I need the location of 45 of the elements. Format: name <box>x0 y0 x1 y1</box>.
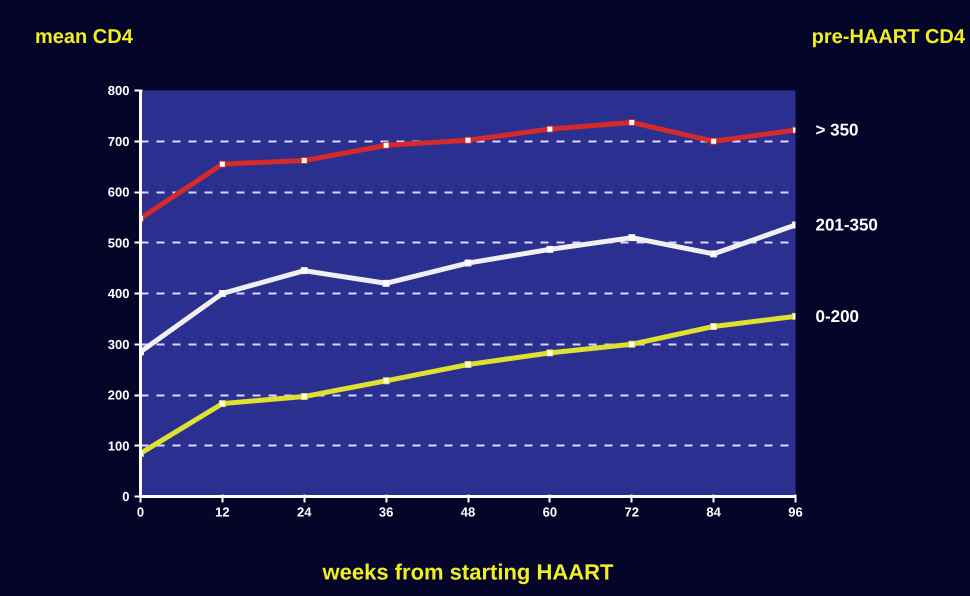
point <box>300 267 308 274</box>
y-tick-label: 200 <box>108 388 130 402</box>
point <box>628 340 636 348</box>
x-tick-label: 84 <box>706 504 722 520</box>
y-axis-title: mean CD4 <box>35 25 133 50</box>
point <box>628 118 636 126</box>
point <box>710 250 718 258</box>
point <box>464 260 472 267</box>
series-label: 201-350 <box>816 215 878 234</box>
point <box>300 393 308 400</box>
y-tick-label: 500 <box>108 235 130 250</box>
point <box>218 160 226 168</box>
legend-title: pre-HAART CD4 <box>812 25 965 50</box>
point <box>628 234 636 242</box>
y-tick-label: 100 <box>108 438 130 454</box>
point <box>710 322 718 330</box>
x-tick-label: 60 <box>542 504 558 520</box>
point <box>464 361 472 368</box>
x-tick-label: 48 <box>460 504 476 520</box>
point <box>218 400 226 408</box>
point <box>546 246 554 253</box>
point <box>300 157 308 164</box>
point <box>546 349 554 356</box>
x-axis-title: weeks from starting HAART <box>322 560 614 584</box>
point <box>382 377 390 384</box>
point <box>710 138 718 145</box>
x-tick-label: 96 <box>788 504 803 520</box>
x-tick-label: 36 <box>378 504 394 520</box>
y-tick-label: 400 <box>108 286 130 301</box>
y-tick-label: 0 <box>122 489 130 504</box>
x-tick-label: 0 <box>136 504 144 520</box>
y-tick-label: 700 <box>108 134 130 149</box>
point <box>382 142 390 149</box>
point <box>382 280 390 287</box>
point <box>546 126 554 133</box>
point <box>218 290 226 297</box>
y-tick-label: 800 <box>108 83 130 98</box>
y-tick-label: 600 <box>108 184 130 200</box>
series-label: > 350 <box>816 120 859 140</box>
y-tick-label: 300 <box>108 336 130 352</box>
x-tick-label: 24 <box>297 504 312 520</box>
point <box>464 136 472 144</box>
series-label: 0-200 <box>816 306 859 326</box>
x-tick-label: 12 <box>215 504 230 520</box>
x-tick-label: 72 <box>624 504 639 520</box>
